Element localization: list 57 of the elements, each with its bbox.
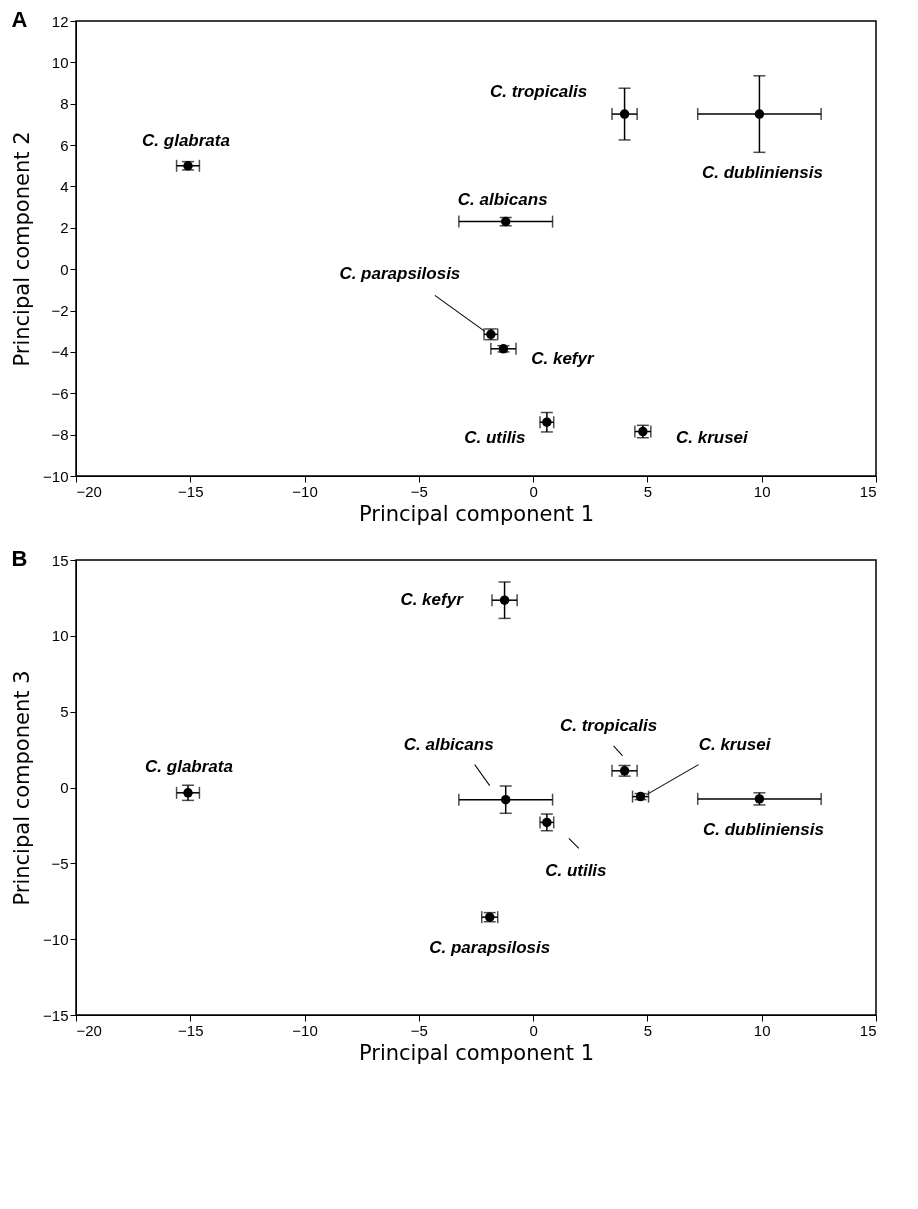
y-tick-label: 12: [51, 12, 69, 30]
x-tick-label: 0: [529, 1021, 538, 1039]
x-tick-label: 5: [643, 1021, 653, 1039]
y-tick-label: 6: [60, 136, 69, 154]
y-axis-title: Principal component 2: [10, 131, 35, 367]
y-tick-label: −2: [51, 302, 69, 320]
x-tick-label: 10: [753, 1021, 771, 1039]
annotation: C. parapsilosis: [339, 264, 461, 284]
y-tick-label: 2: [60, 219, 69, 237]
y-tick-label: −10: [43, 930, 69, 948]
annotation: C. albicans: [403, 734, 494, 754]
x-tick-label: −15: [178, 1021, 204, 1039]
annotation: C. tropicalis: [489, 82, 588, 102]
x-tick-label: −10: [292, 1021, 318, 1039]
y-axis-title: Principal component 3: [10, 670, 35, 906]
x-tick-label: −15: [178, 482, 204, 500]
y-tick-label: 4: [60, 177, 69, 195]
annotation: C. kefyr: [400, 590, 465, 610]
y-tick-label: −4: [51, 343, 69, 361]
x-tick-label: 15: [859, 1021, 877, 1039]
y-tick-label: −8: [51, 426, 69, 444]
x-tick-label: −20: [76, 482, 102, 500]
y-tick-label: 10: [51, 627, 69, 645]
y-tick-label: 8: [60, 95, 69, 113]
x-tick-label: −10: [292, 482, 318, 500]
annotation: C. utilis: [464, 428, 526, 448]
y-tick-label: −10: [43, 467, 69, 485]
annotation: C. dubliniensis: [701, 163, 823, 183]
x-tick-label: −5: [410, 482, 428, 500]
y-tick-label: 0: [60, 260, 69, 278]
y-tick-label: 5: [60, 703, 69, 721]
x-axis-title: Principal component 1: [359, 501, 594, 526]
chart-title: A: [11, 7, 28, 32]
y-tick-label: 0: [60, 779, 69, 796]
x-tick-label: 10: [753, 482, 771, 500]
x-tick-label: −20: [76, 1021, 102, 1039]
annotation: C. krusei: [675, 427, 750, 447]
y-tick-label: −5: [51, 854, 69, 872]
y-tick-label: 15: [51, 551, 69, 569]
annotation: C. dubliniensis: [702, 819, 824, 839]
annotation: C. krusei: [698, 734, 772, 754]
x-tick-label: 5: [643, 482, 653, 500]
annotation: C. kefyr: [531, 348, 595, 368]
x-axis-title: Principal component 1: [359, 1040, 594, 1065]
x-tick-label: −5: [410, 1021, 428, 1039]
annotation: C. parapsilosis: [429, 938, 551, 958]
annotation: C. glabrata: [142, 130, 230, 150]
annotation: C. albicans: [457, 189, 548, 209]
x-tick-label: 15: [859, 482, 877, 500]
annotation: C. tropicalis: [559, 715, 658, 735]
x-tick-label: 0: [529, 482, 538, 500]
y-tick-label: −15: [43, 1006, 69, 1024]
annotation: C. utilis: [545, 861, 607, 881]
chart-title: B: [11, 546, 28, 571]
y-tick-label: 10: [51, 53, 69, 71]
y-tick-label: −6: [51, 384, 69, 402]
annotation: C. glabrata: [145, 756, 233, 776]
